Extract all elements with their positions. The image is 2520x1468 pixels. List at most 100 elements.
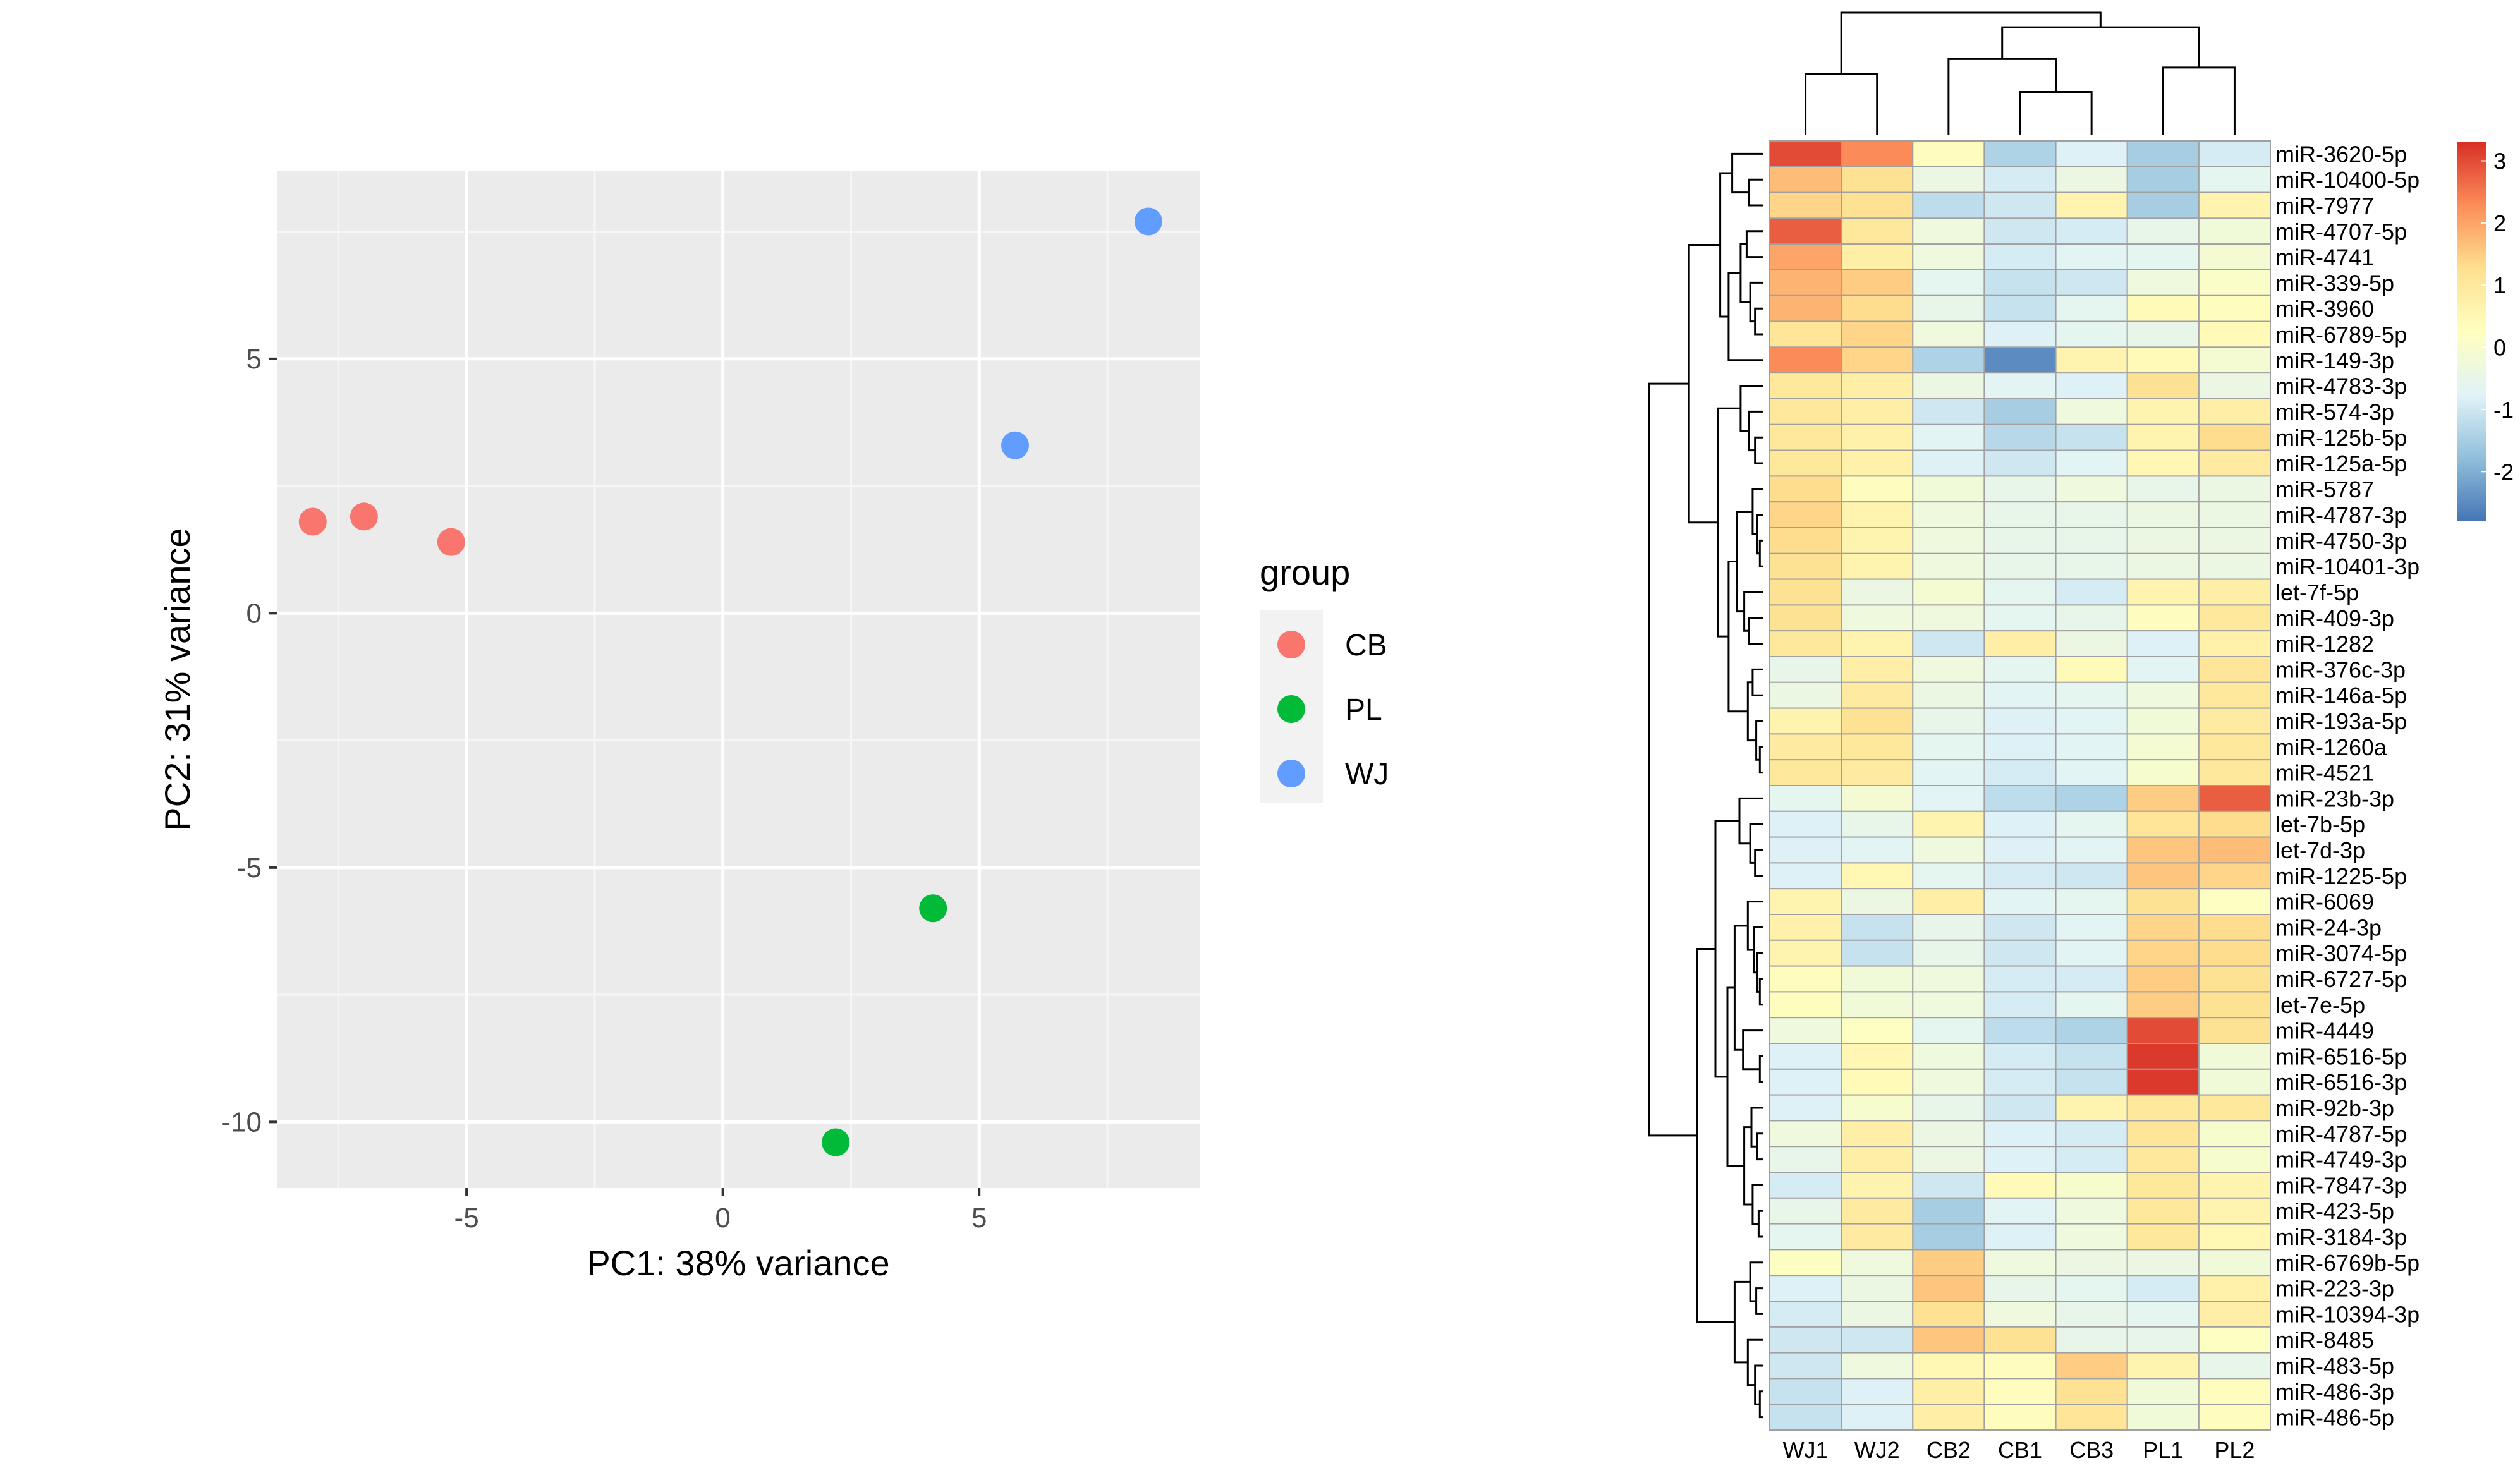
heatmap-cell bbox=[2198, 552, 2272, 580]
heatmap-cell bbox=[2055, 785, 2128, 812]
heatmap-cell bbox=[1841, 475, 1914, 503]
pca-y-tick-label: 5 bbox=[247, 344, 262, 375]
heatmap-cell bbox=[2055, 294, 2128, 322]
heatmap-cell bbox=[1769, 1068, 1842, 1096]
heatmap-cell bbox=[1983, 1146, 2057, 1173]
heatmap-cell bbox=[1841, 423, 1914, 451]
pca-point-pl bbox=[822, 1128, 850, 1156]
heatmap-cell bbox=[1841, 140, 1914, 167]
heatmap-row-label: miR-125a-5p bbox=[2275, 451, 2407, 476]
heatmap-cell bbox=[1769, 166, 1842, 193]
heatmap-cell bbox=[1841, 888, 1914, 915]
heatmap-row-label: miR-7847-3p bbox=[2275, 1172, 2407, 1198]
heatmap-cell bbox=[2198, 1068, 2272, 1096]
heatmap-cell bbox=[1841, 759, 1914, 786]
heatmap-cell bbox=[1983, 759, 2057, 786]
heatmap-column-label: PL2 bbox=[2214, 1437, 2255, 1463]
heatmap-row-label: miR-7977 bbox=[2275, 193, 2374, 219]
heatmap-cell bbox=[2198, 1352, 2272, 1380]
heatmap-cell bbox=[2198, 475, 2272, 503]
heatmap-cell bbox=[1769, 1378, 1842, 1405]
heatmap-cell bbox=[1912, 914, 1985, 941]
heatmap-cell bbox=[2126, 965, 2200, 993]
heatmap-cell bbox=[1769, 681, 1842, 709]
heatmap-cell bbox=[1983, 475, 2057, 503]
pca-grid bbox=[277, 171, 1200, 1188]
pca-y-tick-label: 0 bbox=[247, 598, 262, 629]
heatmap-cell bbox=[2198, 656, 2272, 683]
heatmap-cell bbox=[2126, 1197, 2200, 1225]
heatmap-cell bbox=[2198, 1146, 2272, 1173]
heatmap-row-labels: miR-3620-5pmiR-10400-5pmiR-7977miR-4707-… bbox=[2275, 141, 2420, 1430]
heatmap-cell bbox=[1912, 1301, 1985, 1328]
heatmap-row-label: miR-4787-3p bbox=[2275, 502, 2407, 528]
heatmap-cell bbox=[2055, 1146, 2128, 1173]
heatmap-cell bbox=[2126, 1352, 2200, 1380]
heatmap-cell bbox=[2126, 759, 2200, 786]
heatmap-cell bbox=[2055, 656, 2128, 683]
heatmap-cell bbox=[2055, 1017, 2128, 1044]
heatmap-row-label: miR-483-5p bbox=[2275, 1353, 2394, 1379]
heatmap-row-label: miR-4787-5p bbox=[2275, 1121, 2407, 1147]
heatmap-row-label: miR-92b-3p bbox=[2275, 1095, 2394, 1121]
heatmap-cell bbox=[2198, 630, 2272, 658]
heatmap-row-label: miR-574-3p bbox=[2275, 399, 2394, 425]
heatmap-cell bbox=[2198, 1404, 2272, 1431]
heatmap-color-legend: 3 2 1 0 -1 -2 bbox=[2457, 142, 2514, 521]
heatmap-cell bbox=[2126, 1146, 2200, 1173]
heatmap-cell bbox=[2126, 475, 2200, 503]
heatmap-cell bbox=[2198, 681, 2272, 709]
pca-y-ticks: -10 -5 0 5 bbox=[221, 344, 277, 1137]
heatmap-cell bbox=[1912, 217, 1985, 245]
heatmap-cell bbox=[1841, 578, 1914, 606]
heatmap-cell bbox=[1983, 269, 2057, 296]
heatmap-cell bbox=[2198, 294, 2272, 322]
heatmap-cell bbox=[1983, 1326, 2057, 1354]
heatmap-cell bbox=[2126, 372, 2200, 400]
heatmap-cell bbox=[1912, 1120, 1985, 1148]
pca-legend-label-cb: CB bbox=[1345, 629, 1387, 662]
heatmap-cell bbox=[2126, 1017, 2200, 1044]
heatmap-cell bbox=[2126, 1043, 2200, 1070]
heatmap-cell bbox=[2126, 398, 2200, 425]
heatmap-cell bbox=[2055, 578, 2128, 606]
heatmap-cell bbox=[1912, 191, 1985, 219]
heatmap-cell bbox=[1769, 733, 1842, 761]
heatmap-cell bbox=[1983, 707, 2057, 735]
heatmap-cell bbox=[2055, 1404, 2128, 1431]
heatmap-cell bbox=[1841, 449, 1914, 477]
heatmap-color-bar bbox=[2457, 142, 2486, 521]
heatmap-cell bbox=[2198, 707, 2272, 735]
heatmap-cell bbox=[1769, 965, 1842, 993]
heatmap-cell bbox=[1983, 217, 2057, 245]
heatmap-cell bbox=[1912, 527, 1985, 554]
heatmap-cell bbox=[1912, 1197, 1985, 1225]
heatmap-cell bbox=[1912, 604, 1985, 632]
heatmap-cell bbox=[2198, 372, 2272, 400]
heatmap-cell bbox=[2055, 501, 2128, 529]
heatmap-cell bbox=[1841, 991, 1914, 1019]
heatmap-cell bbox=[2126, 1249, 2200, 1277]
heatmap-color-bar-ticks: 3 2 1 0 -1 -2 bbox=[2481, 149, 2514, 485]
pca-point-cb bbox=[437, 528, 465, 556]
heatmap-cell bbox=[1912, 1068, 1985, 1096]
heatmap-cell bbox=[1912, 294, 1985, 322]
heatmap-column-label: CB2 bbox=[1927, 1437, 1971, 1463]
heatmap-cell bbox=[2055, 1197, 2128, 1225]
heatmap-cell bbox=[1841, 1094, 1914, 1122]
heatmap-cell bbox=[1769, 552, 1842, 580]
heatmap-cell bbox=[2126, 527, 2200, 554]
heatmap-cell bbox=[1912, 707, 1985, 735]
heatmap-cell bbox=[1841, 630, 1914, 658]
pca-legend-key-pl bbox=[1277, 695, 1305, 723]
heatmap-cell bbox=[2126, 1068, 2200, 1096]
heatmap-row-label: miR-4707-5p bbox=[2275, 219, 2407, 245]
pca-plot-panel bbox=[277, 171, 1200, 1188]
heatmap-cell bbox=[1769, 604, 1842, 632]
heatmap-row-label: miR-1260a bbox=[2275, 734, 2387, 760]
heatmap-cell bbox=[2198, 604, 2272, 632]
heatmap-cell bbox=[1769, 527, 1842, 554]
heatmap-row-label: let-7d-3p bbox=[2275, 837, 2365, 863]
heatmap-cell bbox=[1912, 656, 1985, 683]
pca-y-axis-title: PC2: 31% variance bbox=[157, 528, 197, 830]
